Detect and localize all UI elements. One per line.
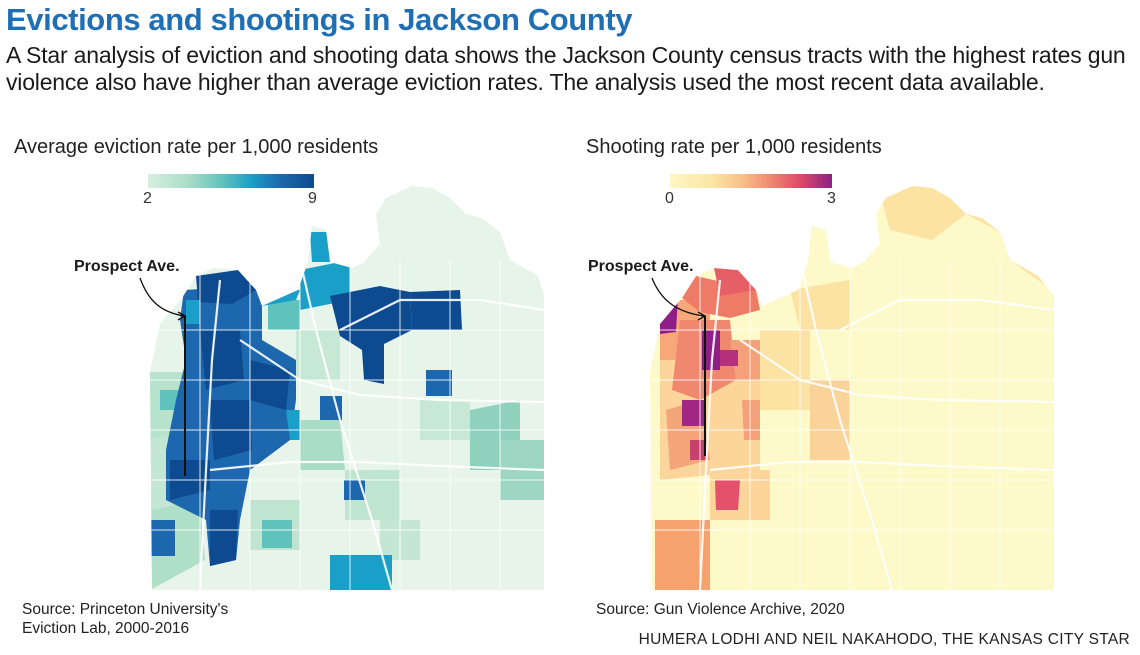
tract: [200, 330, 244, 390]
eviction-legend-max: 9: [308, 190, 317, 207]
prospect-ave-pointer: [139, 277, 185, 317]
prospect-ave-pointer: [651, 277, 705, 317]
page-title: Evictions and shootings in Jackson Count…: [6, 2, 633, 37]
arrowhead-icon: [697, 311, 707, 321]
tract: [714, 268, 756, 296]
eviction-source: Source: Princeton University's Eviction …: [22, 600, 228, 638]
tract: [300, 420, 345, 470]
tract: [420, 400, 470, 440]
tract: [330, 555, 392, 590]
tract: [196, 270, 256, 304]
eviction-map-title: Average eviction rate per 1,000 resident…: [14, 136, 379, 158]
tract: [310, 232, 330, 262]
page-subtitle: A Star analysis of eviction and shooting…: [6, 42, 1126, 95]
tract: [250, 360, 290, 410]
tract: [268, 300, 300, 330]
shooting-legend-bar: [670, 174, 832, 188]
tract: [150, 520, 175, 556]
shooting-map: [650, 186, 1054, 590]
eviction-map: [139, 186, 544, 590]
tract: [186, 300, 200, 324]
tract: [296, 330, 340, 380]
tract: [720, 350, 738, 366]
tract: [790, 280, 850, 330]
arrowhead-icon: [177, 311, 187, 321]
eviction-legend-min: 2: [143, 190, 152, 207]
tract: [715, 480, 740, 510]
eviction-legend-bar: [148, 174, 314, 188]
shooting-prospect-label: Prospect Ave.: [588, 258, 694, 275]
shooting-legend-min: 0: [665, 190, 674, 207]
tract: [682, 400, 704, 426]
tract: [742, 400, 760, 440]
byline-credit: HUMERA LODHI AND NEIL NAKAHODO, THE KANS…: [638, 631, 1130, 648]
eviction-prospect-label: Prospect Ave.: [74, 258, 180, 275]
tract: [655, 520, 710, 590]
eviction-source-line1: Source: Princeton University's: [22, 601, 229, 618]
tract: [702, 330, 720, 370]
shooting-map-title: Shooting rate per 1,000 residents: [586, 136, 882, 158]
eviction-source-line2: Eviction Lab, 2000-2016: [22, 620, 190, 637]
tract: [690, 440, 706, 460]
tract: [426, 370, 452, 396]
tract: [810, 380, 850, 460]
tract: [320, 396, 342, 420]
tract: [286, 410, 300, 440]
shooting-legend-max: 3: [827, 190, 836, 207]
tract: [410, 290, 462, 330]
tract: [262, 520, 292, 548]
shooting-source: Source: Gun Violence Archive, 2020: [596, 601, 845, 618]
tract: [210, 510, 238, 566]
